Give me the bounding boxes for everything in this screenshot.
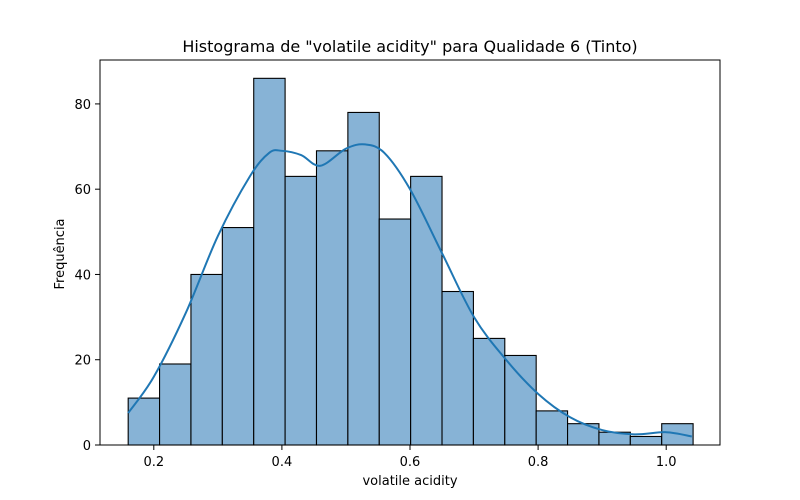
x-tick-label: 0.8 [528, 455, 549, 470]
axes-layer: 0.2 0.4 0.6 0.8 1.0 0 20 40 60 80 [74, 59, 721, 470]
x-tick-label: 1.0 [656, 455, 677, 470]
x-tick-label: 0.2 [143, 455, 164, 470]
y-tick-label: 60 [74, 183, 91, 198]
histogram-bar [253, 77, 286, 446]
histogram-bar [127, 397, 161, 446]
y-tick-label: 20 [74, 354, 91, 369]
chart-title: Histograma de "volatile acidity" para Qu… [182, 37, 637, 56]
x-axis-title: volatile acidity [362, 474, 457, 489]
y-tick-label: 0 [83, 439, 91, 454]
bars-layer [127, 77, 694, 446]
histogram-bar [347, 111, 380, 446]
histogram-bar [504, 354, 537, 446]
histogram-bar [315, 150, 349, 446]
histogram-bar [159, 363, 192, 446]
histogram-bar [535, 410, 569, 446]
histogram-bar [441, 290, 474, 446]
x-tick-label: 0.4 [272, 455, 293, 470]
y-axis-title: Frequência [53, 218, 68, 289]
x-tick-label: 0.6 [400, 455, 421, 470]
histogram-bar [629, 435, 663, 446]
y-tick-label: 80 [74, 98, 91, 113]
kde-layer [127, 143, 692, 438]
histogram-bar [221, 227, 255, 446]
histogram-bar [378, 218, 412, 446]
y-tick-label: 40 [74, 268, 91, 283]
kde-line [127, 143, 692, 438]
histogram-bar [410, 175, 443, 446]
histogram-bar [190, 273, 223, 446]
histogram-bar [472, 337, 506, 446]
histogram-bar [284, 175, 318, 446]
